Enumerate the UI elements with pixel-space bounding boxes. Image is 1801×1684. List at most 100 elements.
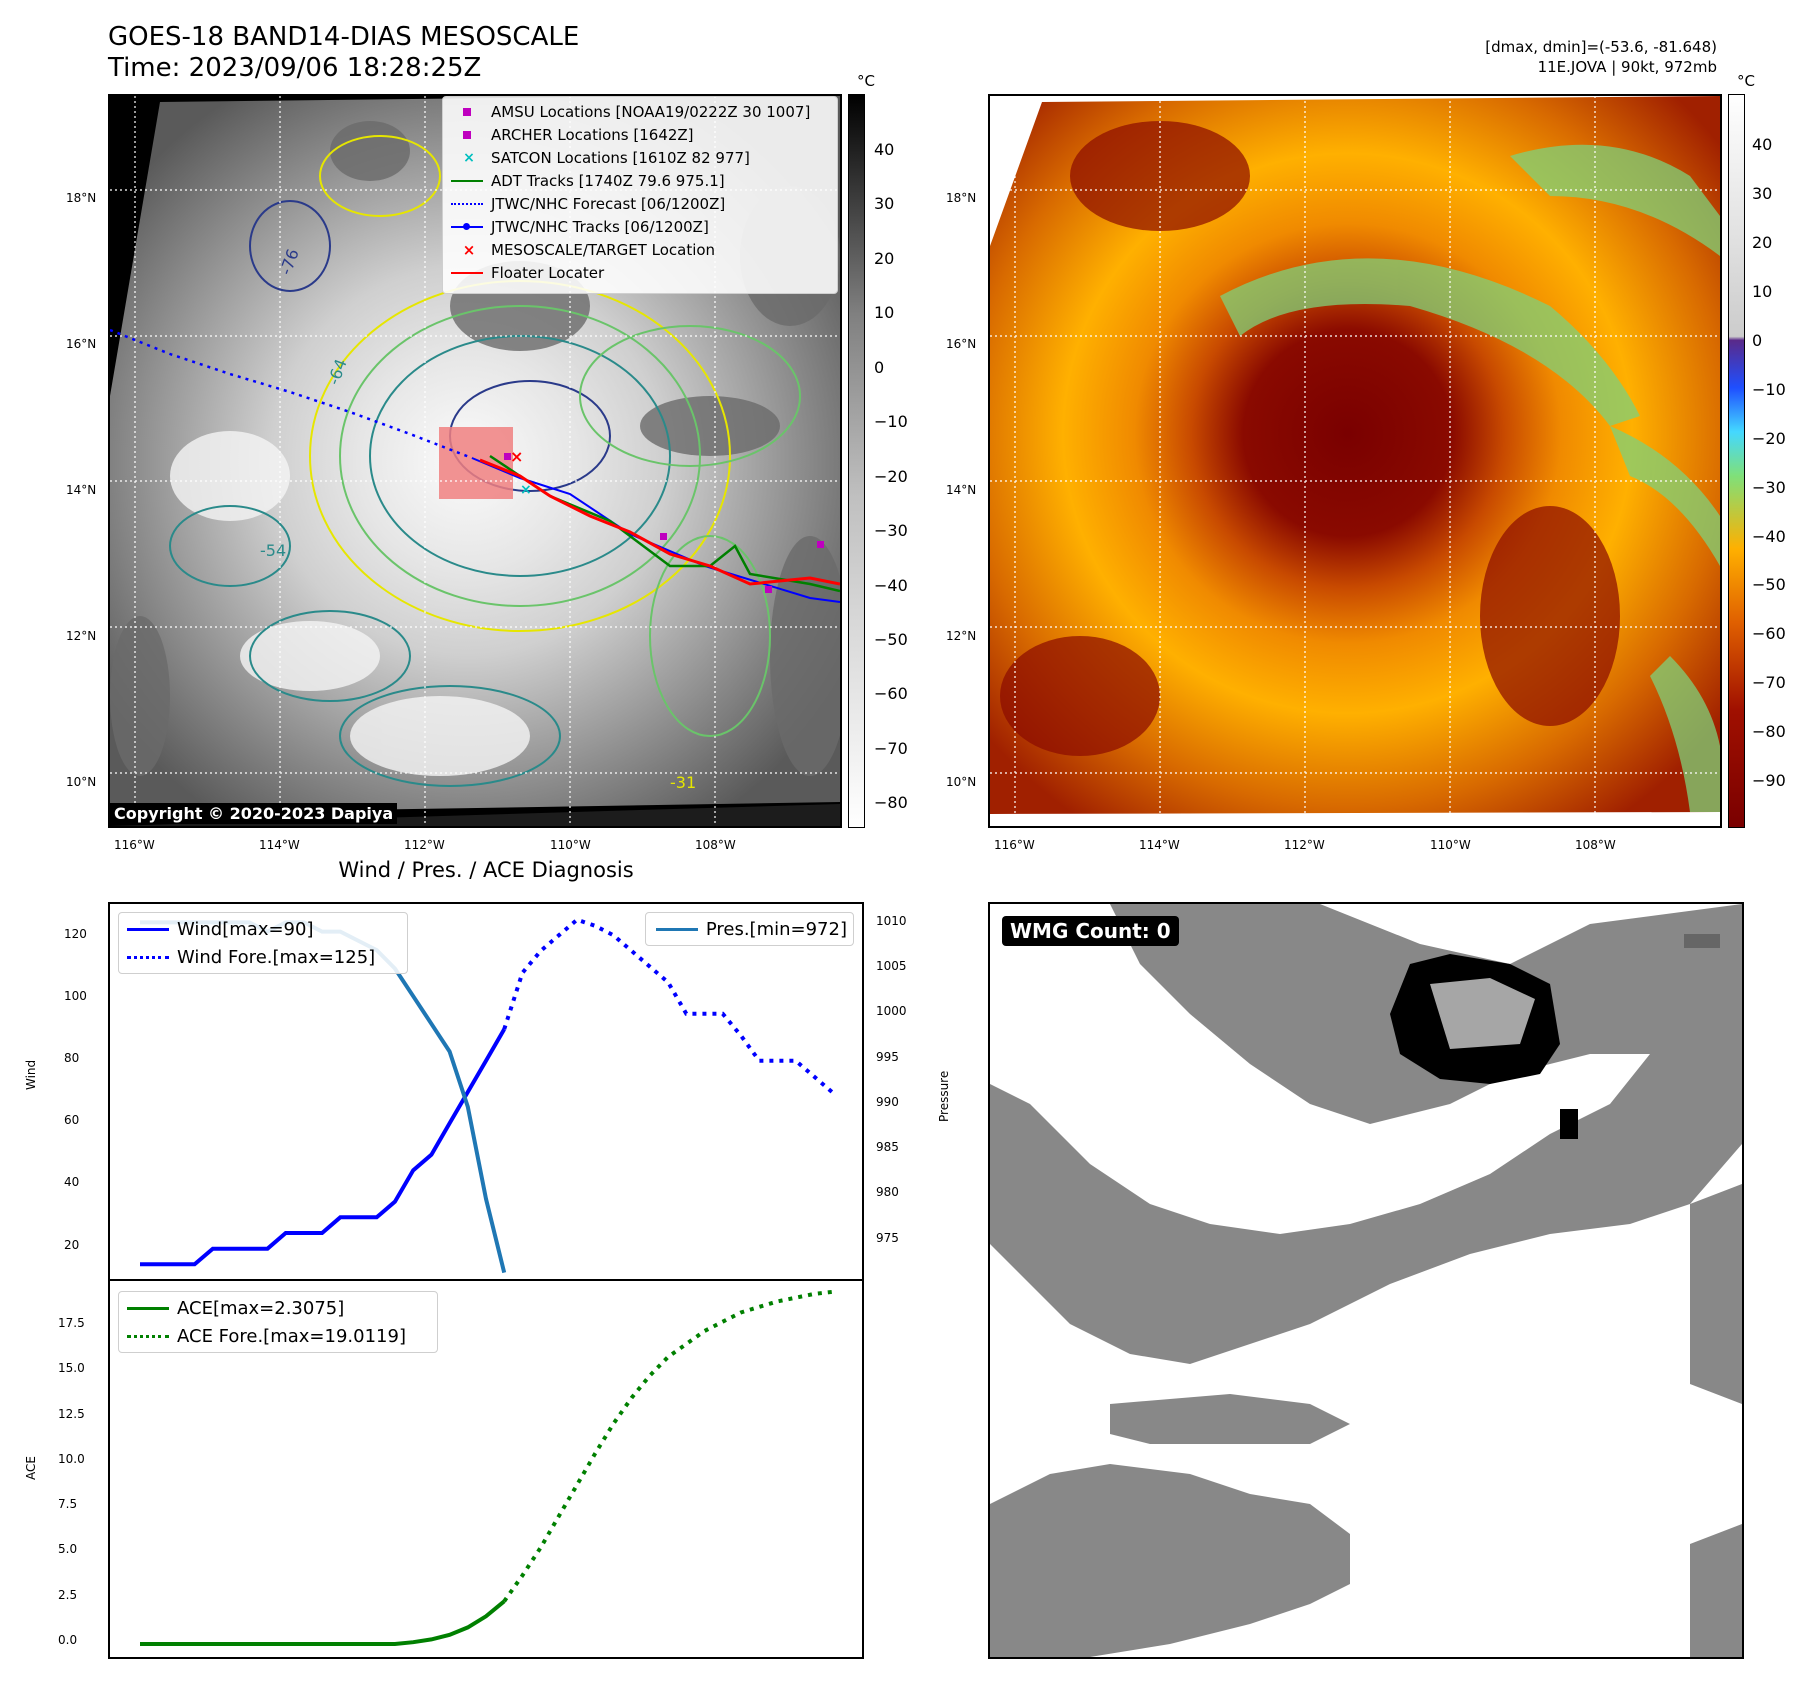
wind-tick: 40 — [64, 1175, 80, 1189]
pressure-tick: 985 — [876, 1140, 899, 1154]
pressure-tick: 1010 — [876, 914, 907, 928]
ir-color-image — [990, 96, 1720, 826]
legend-item-floater: Floater Locater — [447, 261, 833, 284]
gray-colorbar-tick: −10 — [874, 412, 908, 431]
gray-colorbar-tick: −40 — [874, 576, 908, 595]
lat-label: 12°N — [66, 629, 97, 643]
wind-tick: 20 — [64, 1238, 80, 1252]
wind-axis-label: Wind — [24, 1059, 38, 1090]
lon-label: 116°W — [994, 838, 1035, 852]
series-line-ace-max-2-3075 — [140, 1599, 506, 1646]
satcon-marker: × — [520, 482, 532, 498]
legend-item-amsu: AMSU Locations [NOAA19/0222Z 30 1007] — [447, 100, 833, 123]
wind-legend: Wind[max=90] Wind Fore.[max=125] — [118, 912, 408, 974]
color-colorbar-tick: −10 — [1752, 380, 1786, 399]
gray-colorbar-tick: 40 — [874, 140, 895, 159]
legend-item-ace: ACE[max=2.3075] — [123, 1294, 433, 1322]
wind-tick: 60 — [64, 1113, 80, 1127]
gray-colorbar-tick: −60 — [874, 684, 908, 703]
wind-tick: 80 — [64, 1051, 80, 1065]
pressure-legend: Pres.[min=972] — [644, 912, 854, 946]
lon-label: 114°W — [259, 838, 300, 852]
legend-item-archer: ARCHER Locations [1642Z] — [447, 123, 833, 146]
gray-colorbar-tick: −70 — [874, 739, 908, 758]
lat-label: 10°N — [66, 775, 97, 789]
lat-label: 12°N — [946, 629, 977, 643]
pressure-tick: 975 — [876, 1231, 899, 1245]
gray-colorbar-tick: 0 — [874, 358, 885, 377]
map-legend: AMSU Locations [NOAA19/0222Z 30 1007] AR… — [442, 96, 838, 294]
wind-tick: 120 — [64, 927, 87, 941]
pressure-axis-label: Pressure — [937, 1070, 951, 1122]
gray-colorbar-tick: −20 — [874, 467, 908, 486]
gray-colorbar — [848, 94, 865, 828]
color-colorbar-tick: 20 — [1752, 233, 1773, 252]
legend-item-pressure: Pres.[min=972] — [652, 915, 847, 943]
jtwc-forecast-track — [110, 328, 473, 460]
ace-tick: 7.5 — [58, 1497, 78, 1511]
pressure-tick: 980 — [876, 1185, 899, 1199]
color-colorbar-tick: −20 — [1752, 429, 1786, 448]
series-line-ace-fore-max-19-0119 — [502, 1289, 833, 1603]
wind-pressure-plot: Wind[max=90] Wind Fore.[max=125] Pres.[m… — [108, 902, 864, 1280]
ir-grayscale-map: × × -76 -64 -54 -31 AMSU Locations [NOAA… — [108, 94, 842, 828]
ace-tick: 2.5 — [58, 1588, 78, 1602]
wmg-image — [990, 904, 1742, 1657]
ir-color-map — [988, 94, 1722, 828]
ace-tick: 5.0 — [58, 1542, 78, 1556]
color-colorbar-tick: 10 — [1752, 282, 1773, 301]
dmax-dmin-label: [dmax, dmin]=(-53.6, -81.648) — [1485, 38, 1717, 56]
lat-label: 14°N — [66, 483, 97, 497]
series-line-pres-min-972 — [140, 920, 507, 1274]
lat-label: 18°N — [66, 191, 97, 205]
diagnosis-title: Wind / Pres. / ACE Diagnosis — [338, 858, 634, 882]
colorbar-unit-right: °C — [1737, 72, 1755, 90]
jtwc-track — [471, 457, 840, 603]
legend-item-wind: Wind[max=90] — [123, 915, 403, 943]
lon-label: 112°W — [404, 838, 445, 852]
pressure-tick: 1000 — [876, 1004, 907, 1018]
ace-tick: 10.0 — [58, 1452, 85, 1466]
storm-summary-label: 11E.JOVA | 90kt, 972mb — [1537, 58, 1717, 76]
legend-item-adt: ADT Tracks [1740Z 79.6 975.1] — [447, 169, 833, 192]
gray-colorbar-tick: −30 — [874, 521, 908, 540]
ace-legend: ACE[max=2.3075] ACE Fore.[max=19.0119] — [118, 1291, 438, 1353]
pressure-tick: 995 — [876, 1050, 899, 1064]
legend-item-ace-forecast: ACE Fore.[max=19.0119] — [123, 1322, 433, 1350]
page-title: GOES-18 BAND14-DIAS MESOSCALE — [108, 22, 580, 52]
ace-tick: 15.0 — [58, 1361, 85, 1375]
ace-axis-label: ACE — [24, 1456, 38, 1480]
mesoscale-target-marker: × — [510, 447, 523, 466]
gray-colorbar-tick: 10 — [874, 303, 895, 322]
lon-label: 114°W — [1139, 838, 1180, 852]
lon-label: 112°W — [1284, 838, 1325, 852]
legend-item-jtwc-forecast: JTWC/NHC Forecast [06/1200Z] — [447, 192, 833, 215]
color-colorbar-tick: 30 — [1752, 184, 1773, 203]
lon-label: 108°W — [1575, 838, 1616, 852]
color-colorbar-tick: −80 — [1752, 722, 1786, 741]
color-colorbar-tick: −90 — [1752, 771, 1786, 790]
ace-plot: ACE[max=2.3075] ACE Fore.[max=19.0119] — [108, 1279, 864, 1659]
contour-label: -31 — [670, 773, 696, 792]
gray-colorbar-tick: 30 — [874, 194, 895, 213]
ace-tick: 0.0 — [58, 1633, 78, 1647]
color-colorbar-tick: −50 — [1752, 575, 1786, 594]
ace-tick: 12.5 — [58, 1407, 85, 1421]
contour-label: -54 — [260, 541, 286, 560]
copyright-label: Copyright © 2020-2023 Dapiya — [110, 803, 398, 824]
pressure-tick: 990 — [876, 1095, 899, 1109]
wind-tick: 100 — [64, 989, 87, 1003]
color-colorbar-tick: −70 — [1752, 673, 1786, 692]
gray-colorbar-tick: 20 — [874, 249, 895, 268]
lon-label: 110°W — [1430, 838, 1471, 852]
lon-label: 110°W — [550, 838, 591, 852]
archer-marker — [504, 453, 511, 460]
color-colorbar-tick: −40 — [1752, 527, 1786, 546]
gray-colorbar-tick: −50 — [874, 630, 908, 649]
lat-label: 14°N — [946, 483, 977, 497]
ace-svg — [140, 1289, 833, 1646]
wmg-count-badge: WMG Count: 0 — [1002, 916, 1179, 946]
pressure-tick: 1005 — [876, 959, 907, 973]
legend-item-mesoscale-target: × MESOSCALE/TARGET Location — [462, 240, 716, 259]
series-line-wind-fore-max-125 — [502, 917, 834, 1094]
